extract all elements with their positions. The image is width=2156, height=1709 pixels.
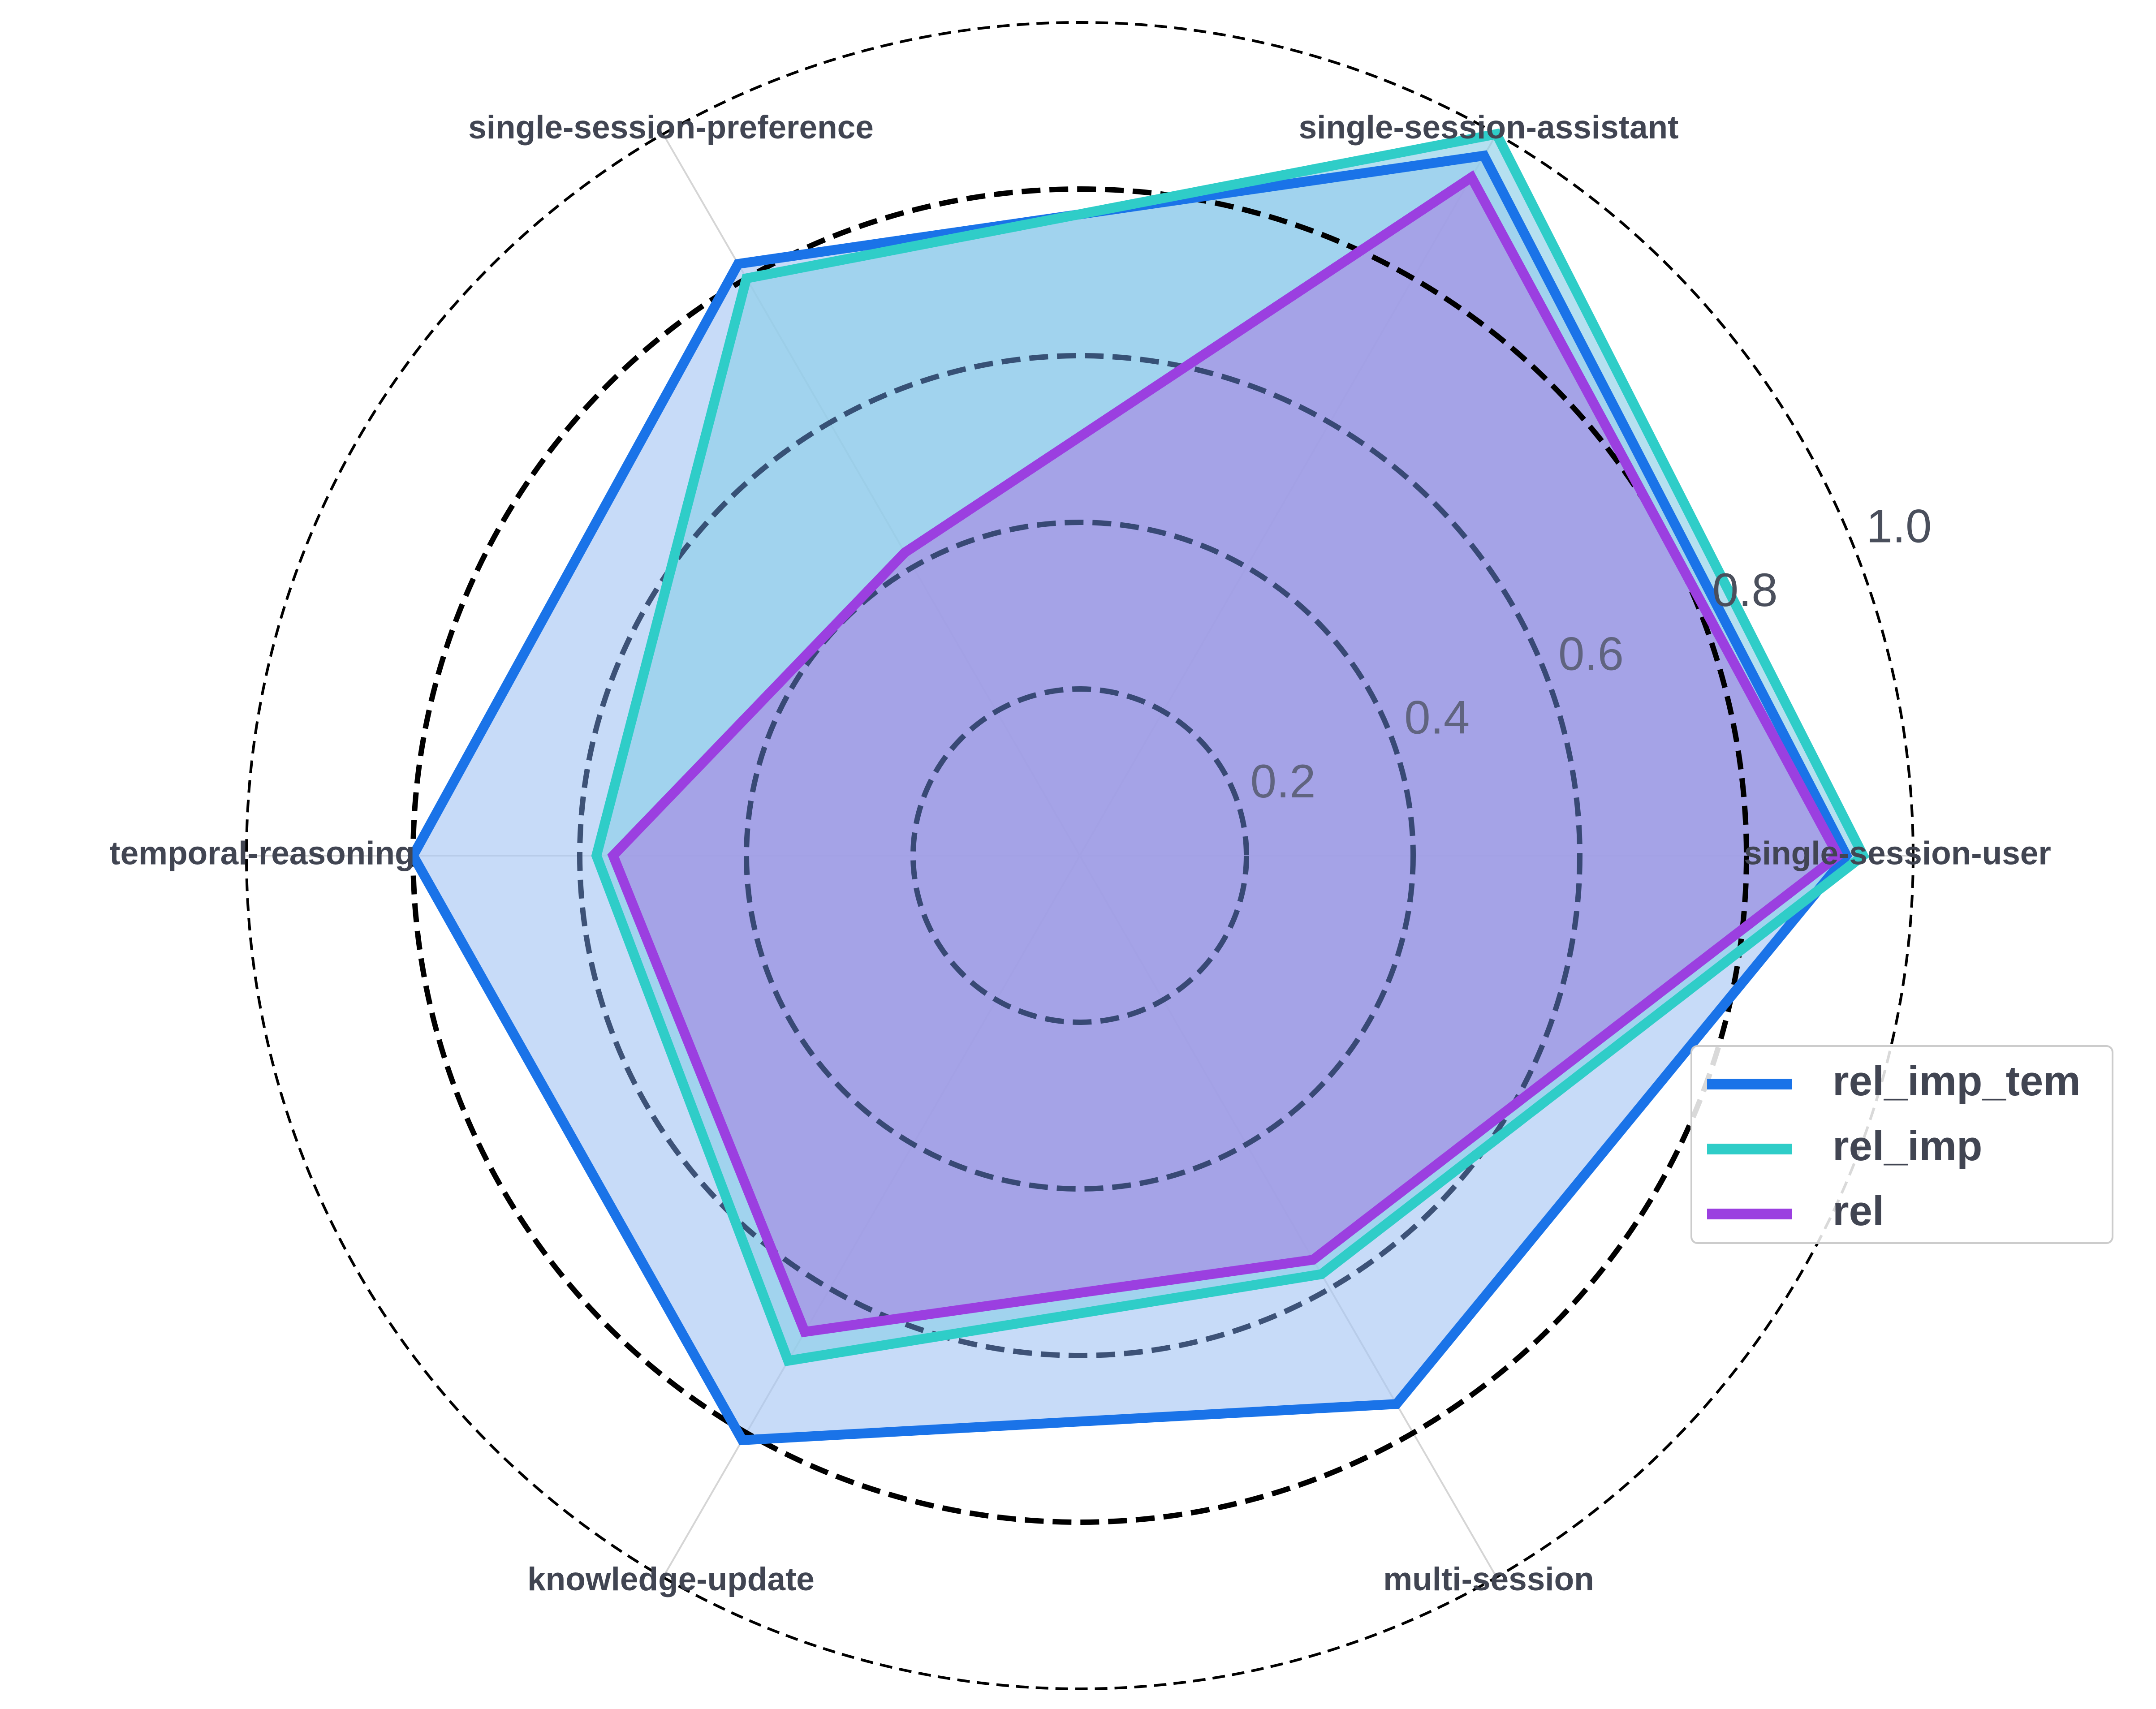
grid-circle-0.2 <box>910 686 1249 1025</box>
r-tick-label-0.2: 0.2 <box>1250 755 1316 808</box>
legend-label-rel_imp: rel_imp <box>1833 1122 1982 1169</box>
grid-circle-0.6 <box>577 353 1583 1358</box>
axis-label-multi-session: multi-session <box>1383 1561 1594 1597</box>
series-line-layer <box>407 128 1870 1446</box>
legend-box <box>1690 1045 2113 1244</box>
r-tick-label-0.4: 0.4 <box>1404 692 1470 744</box>
label-layer: 0.2 0.4 0.6 0.8 1.0 single-session-user single… <box>109 109 2051 1597</box>
axis-label-single-session-preference: single-session-preference <box>468 109 874 146</box>
r-tick-label-1.0: 1.0 <box>1866 500 1932 553</box>
series-line-rel_imp_tem <box>407 150 1853 1446</box>
r-tick-label-0.8: 0.8 <box>1712 564 1778 616</box>
series-line-rel_imp <box>591 128 1870 1366</box>
r-tick-label-0.6: 0.6 <box>1558 628 1624 680</box>
grid-circle-0.4 <box>744 520 1416 1192</box>
legend-label-rel: rel <box>1833 1187 1884 1234</box>
axis-label-single-session-assistant: single-session-assistant <box>1299 109 1679 146</box>
legend-label-rel_imp_tem: rel_imp_tem <box>1833 1057 2081 1104</box>
series-area-rel <box>613 177 1838 1332</box>
axis-label-temporal-reasoning: temporal-reasoning <box>109 835 414 871</box>
series-line-rel <box>607 170 1845 1338</box>
axis-label-single-session-user: single-session-user <box>1744 835 2051 871</box>
outer-grid-circle <box>245 21 1915 1690</box>
axis-label-knowledge-update: knowledge-update <box>527 1561 815 1597</box>
